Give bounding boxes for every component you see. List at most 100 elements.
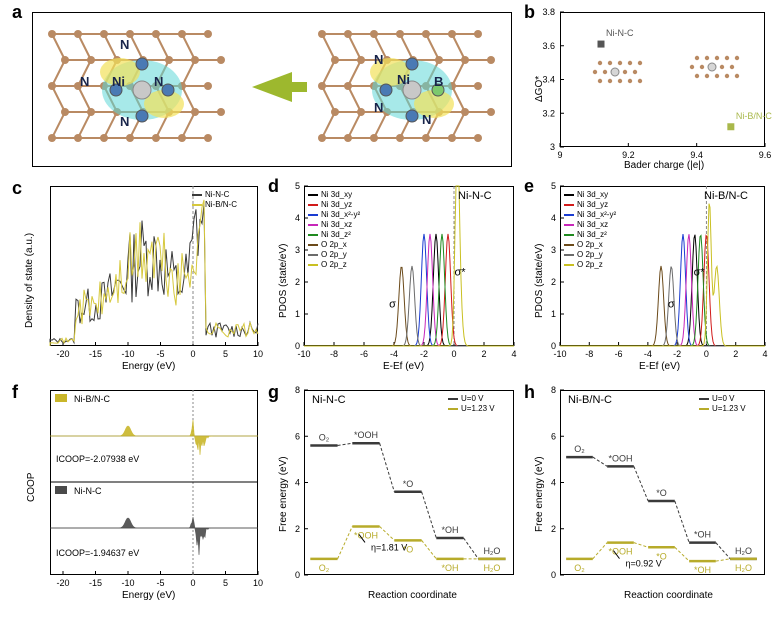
svg-text:H₂O: H₂O bbox=[735, 546, 752, 556]
atom-N: N bbox=[374, 52, 383, 67]
svg-text:5: 5 bbox=[551, 181, 556, 191]
panel-f-label: f bbox=[12, 382, 18, 403]
svg-text:*OH: *OH bbox=[441, 563, 458, 573]
panel-g-svg: 02468O₂*OOH*O*OHH₂OO₂*OOH*O*OHH₂Oη=1.81 … bbox=[304, 390, 514, 575]
svg-text:Ni-B/N-C: Ni-B/N-C bbox=[736, 111, 772, 121]
panel-d-title: Ni-N-C bbox=[458, 190, 492, 202]
svg-text:0: 0 bbox=[551, 341, 556, 351]
svg-text:O₂: O₂ bbox=[574, 563, 585, 573]
panel-h-ylabel: Free energy (eV) bbox=[534, 456, 545, 532]
panel-d-ylabel: PDOS (state/eV) bbox=[278, 244, 289, 318]
panel-g-label: g bbox=[268, 382, 279, 403]
panel-h-svg: 02468O₂*OOH*O*OHH₂OO₂*OOH*O*OHH₂Oη=0.92 … bbox=[560, 390, 765, 575]
panel-c: c -20-15-10-50510 Density of state (a.u.… bbox=[12, 178, 264, 378]
svg-text:9: 9 bbox=[557, 150, 562, 160]
svg-text:-20: -20 bbox=[56, 349, 69, 359]
svg-text:-8: -8 bbox=[330, 349, 338, 359]
svg-text:4: 4 bbox=[551, 478, 556, 488]
panel-d-legend: Ni 3d_xyNi 3d_yzNi 3d_x²-y²Ni 3d_xzNi 3d… bbox=[308, 190, 360, 270]
svg-text:η=0.92 V: η=0.92 V bbox=[626, 559, 662, 569]
atom-N: N bbox=[80, 74, 89, 89]
panel-e-legend: Ni 3d_xyNi 3d_yzNi 3d_x²-y²Ni 3d_xzNi 3d… bbox=[564, 190, 616, 270]
atom-N: N bbox=[120, 37, 129, 52]
svg-text:0: 0 bbox=[295, 341, 300, 351]
svg-text:O₂: O₂ bbox=[319, 563, 330, 573]
svg-text:σ: σ bbox=[668, 299, 675, 311]
svg-text:*OH: *OH bbox=[694, 530, 711, 540]
svg-text:*OH: *OH bbox=[441, 525, 458, 535]
svg-text:4: 4 bbox=[511, 349, 516, 359]
svg-text:2: 2 bbox=[295, 277, 300, 287]
svg-text:σ*: σ* bbox=[694, 267, 706, 279]
svg-text:2: 2 bbox=[733, 349, 738, 359]
svg-text:-6: -6 bbox=[360, 349, 368, 359]
svg-text:*OOH: *OOH bbox=[354, 430, 378, 440]
svg-text:4: 4 bbox=[551, 213, 556, 223]
panel-h-legend: U=0 V U=1.23 V bbox=[699, 394, 746, 414]
panel-b-ylabel: ΔGO* bbox=[534, 76, 545, 102]
panel-f-ylabel: COOP bbox=[26, 473, 37, 502]
atom-Ni: Ni bbox=[397, 72, 410, 87]
panel-f-bot-name: Ni-N-C bbox=[74, 486, 102, 496]
svg-text:-2: -2 bbox=[673, 349, 681, 359]
panel-e: e -10-8-6-4-2024012345σσ* PDOS (state/eV… bbox=[524, 178, 772, 378]
svg-text:σ: σ bbox=[389, 299, 396, 311]
panel-a-svg bbox=[32, 12, 512, 167]
svg-text:2: 2 bbox=[551, 524, 556, 534]
svg-text:-5: -5 bbox=[156, 349, 164, 359]
svg-text:-10: -10 bbox=[121, 349, 134, 359]
panel-g-xlabel: Reaction coordinate bbox=[368, 590, 457, 601]
svg-text:σ*: σ* bbox=[454, 267, 466, 279]
svg-text:10: 10 bbox=[253, 349, 263, 359]
panel-d-xlabel: E-Ef (eV) bbox=[383, 361, 424, 372]
panel-h-label: h bbox=[524, 382, 535, 403]
svg-text:-4: -4 bbox=[390, 349, 398, 359]
panel-b: b 99.29.49.633.23.43.63.8Ni-N-CNi-B/N-C … bbox=[524, 2, 772, 170]
svg-text:*OOH: *OOH bbox=[608, 547, 632, 557]
svg-text:10: 10 bbox=[253, 578, 263, 588]
atom-N: N bbox=[374, 100, 383, 115]
panel-d-label: d bbox=[268, 176, 279, 197]
panel-d: d -10-8-6-4-2024012345σσ* PDOS (state/eV… bbox=[268, 178, 520, 378]
svg-text:3: 3 bbox=[551, 245, 556, 255]
svg-text:2: 2 bbox=[295, 524, 300, 534]
svg-text:2: 2 bbox=[481, 349, 486, 359]
panel-a-label: a bbox=[12, 2, 22, 23]
atom-N: N bbox=[154, 74, 163, 89]
atom-N: N bbox=[120, 114, 129, 129]
svg-text:9.2: 9.2 bbox=[622, 150, 635, 160]
svg-text:9.4: 9.4 bbox=[690, 150, 703, 160]
svg-text:Ni-N-C: Ni-N-C bbox=[606, 28, 634, 38]
panel-g: g 02468O₂*OOH*O*OHH₂OO₂*OOH*O*OHH₂Oη=1.8… bbox=[268, 382, 520, 607]
svg-text:6: 6 bbox=[295, 431, 300, 441]
svg-text:4: 4 bbox=[295, 213, 300, 223]
atom-Ni: Ni bbox=[112, 74, 125, 89]
panel-c-svg: -20-15-10-50510 bbox=[50, 186, 258, 346]
svg-text:4: 4 bbox=[762, 349, 767, 359]
panel-e-xlabel: E-Ef (eV) bbox=[639, 361, 680, 372]
legend-text: Ni-N-C bbox=[205, 190, 229, 200]
svg-text:-2: -2 bbox=[420, 349, 428, 359]
svg-text:0: 0 bbox=[551, 570, 556, 580]
svg-text:5: 5 bbox=[223, 578, 228, 588]
panel-f-top-name: Ni-B/N-C bbox=[74, 394, 110, 404]
panel-h-title: Ni-B/N-C bbox=[568, 394, 612, 406]
svg-text:H₂O: H₂O bbox=[483, 546, 500, 556]
svg-text:0: 0 bbox=[451, 349, 456, 359]
svg-text:-20: -20 bbox=[56, 578, 69, 588]
panel-g-ylabel: Free energy (eV) bbox=[278, 456, 289, 532]
svg-text:1: 1 bbox=[551, 309, 556, 319]
atom-B: B bbox=[434, 74, 443, 89]
panel-f-bot-icoop: ICOOP=-1.94637 eV bbox=[56, 548, 139, 558]
svg-text:H₂O: H₂O bbox=[483, 563, 500, 573]
svg-text:-8: -8 bbox=[585, 349, 593, 359]
svg-text:*O: *O bbox=[403, 479, 414, 489]
legend-text: U=0 V bbox=[712, 394, 734, 404]
panel-h: h 02468O₂*OOH*O*OHH₂OO₂*OOH*O*OHH₂Oη=0.9… bbox=[524, 382, 772, 607]
panel-f: f -20-15-10-50510 COOP Energy (eV) Ni-B/… bbox=[12, 382, 264, 607]
svg-text:O₂: O₂ bbox=[319, 433, 330, 443]
svg-text:-15: -15 bbox=[89, 578, 102, 588]
svg-text:H₂O: H₂O bbox=[735, 563, 752, 573]
panel-c-xlabel: Energy (eV) bbox=[122, 361, 175, 372]
svg-text:-5: -5 bbox=[156, 578, 164, 588]
